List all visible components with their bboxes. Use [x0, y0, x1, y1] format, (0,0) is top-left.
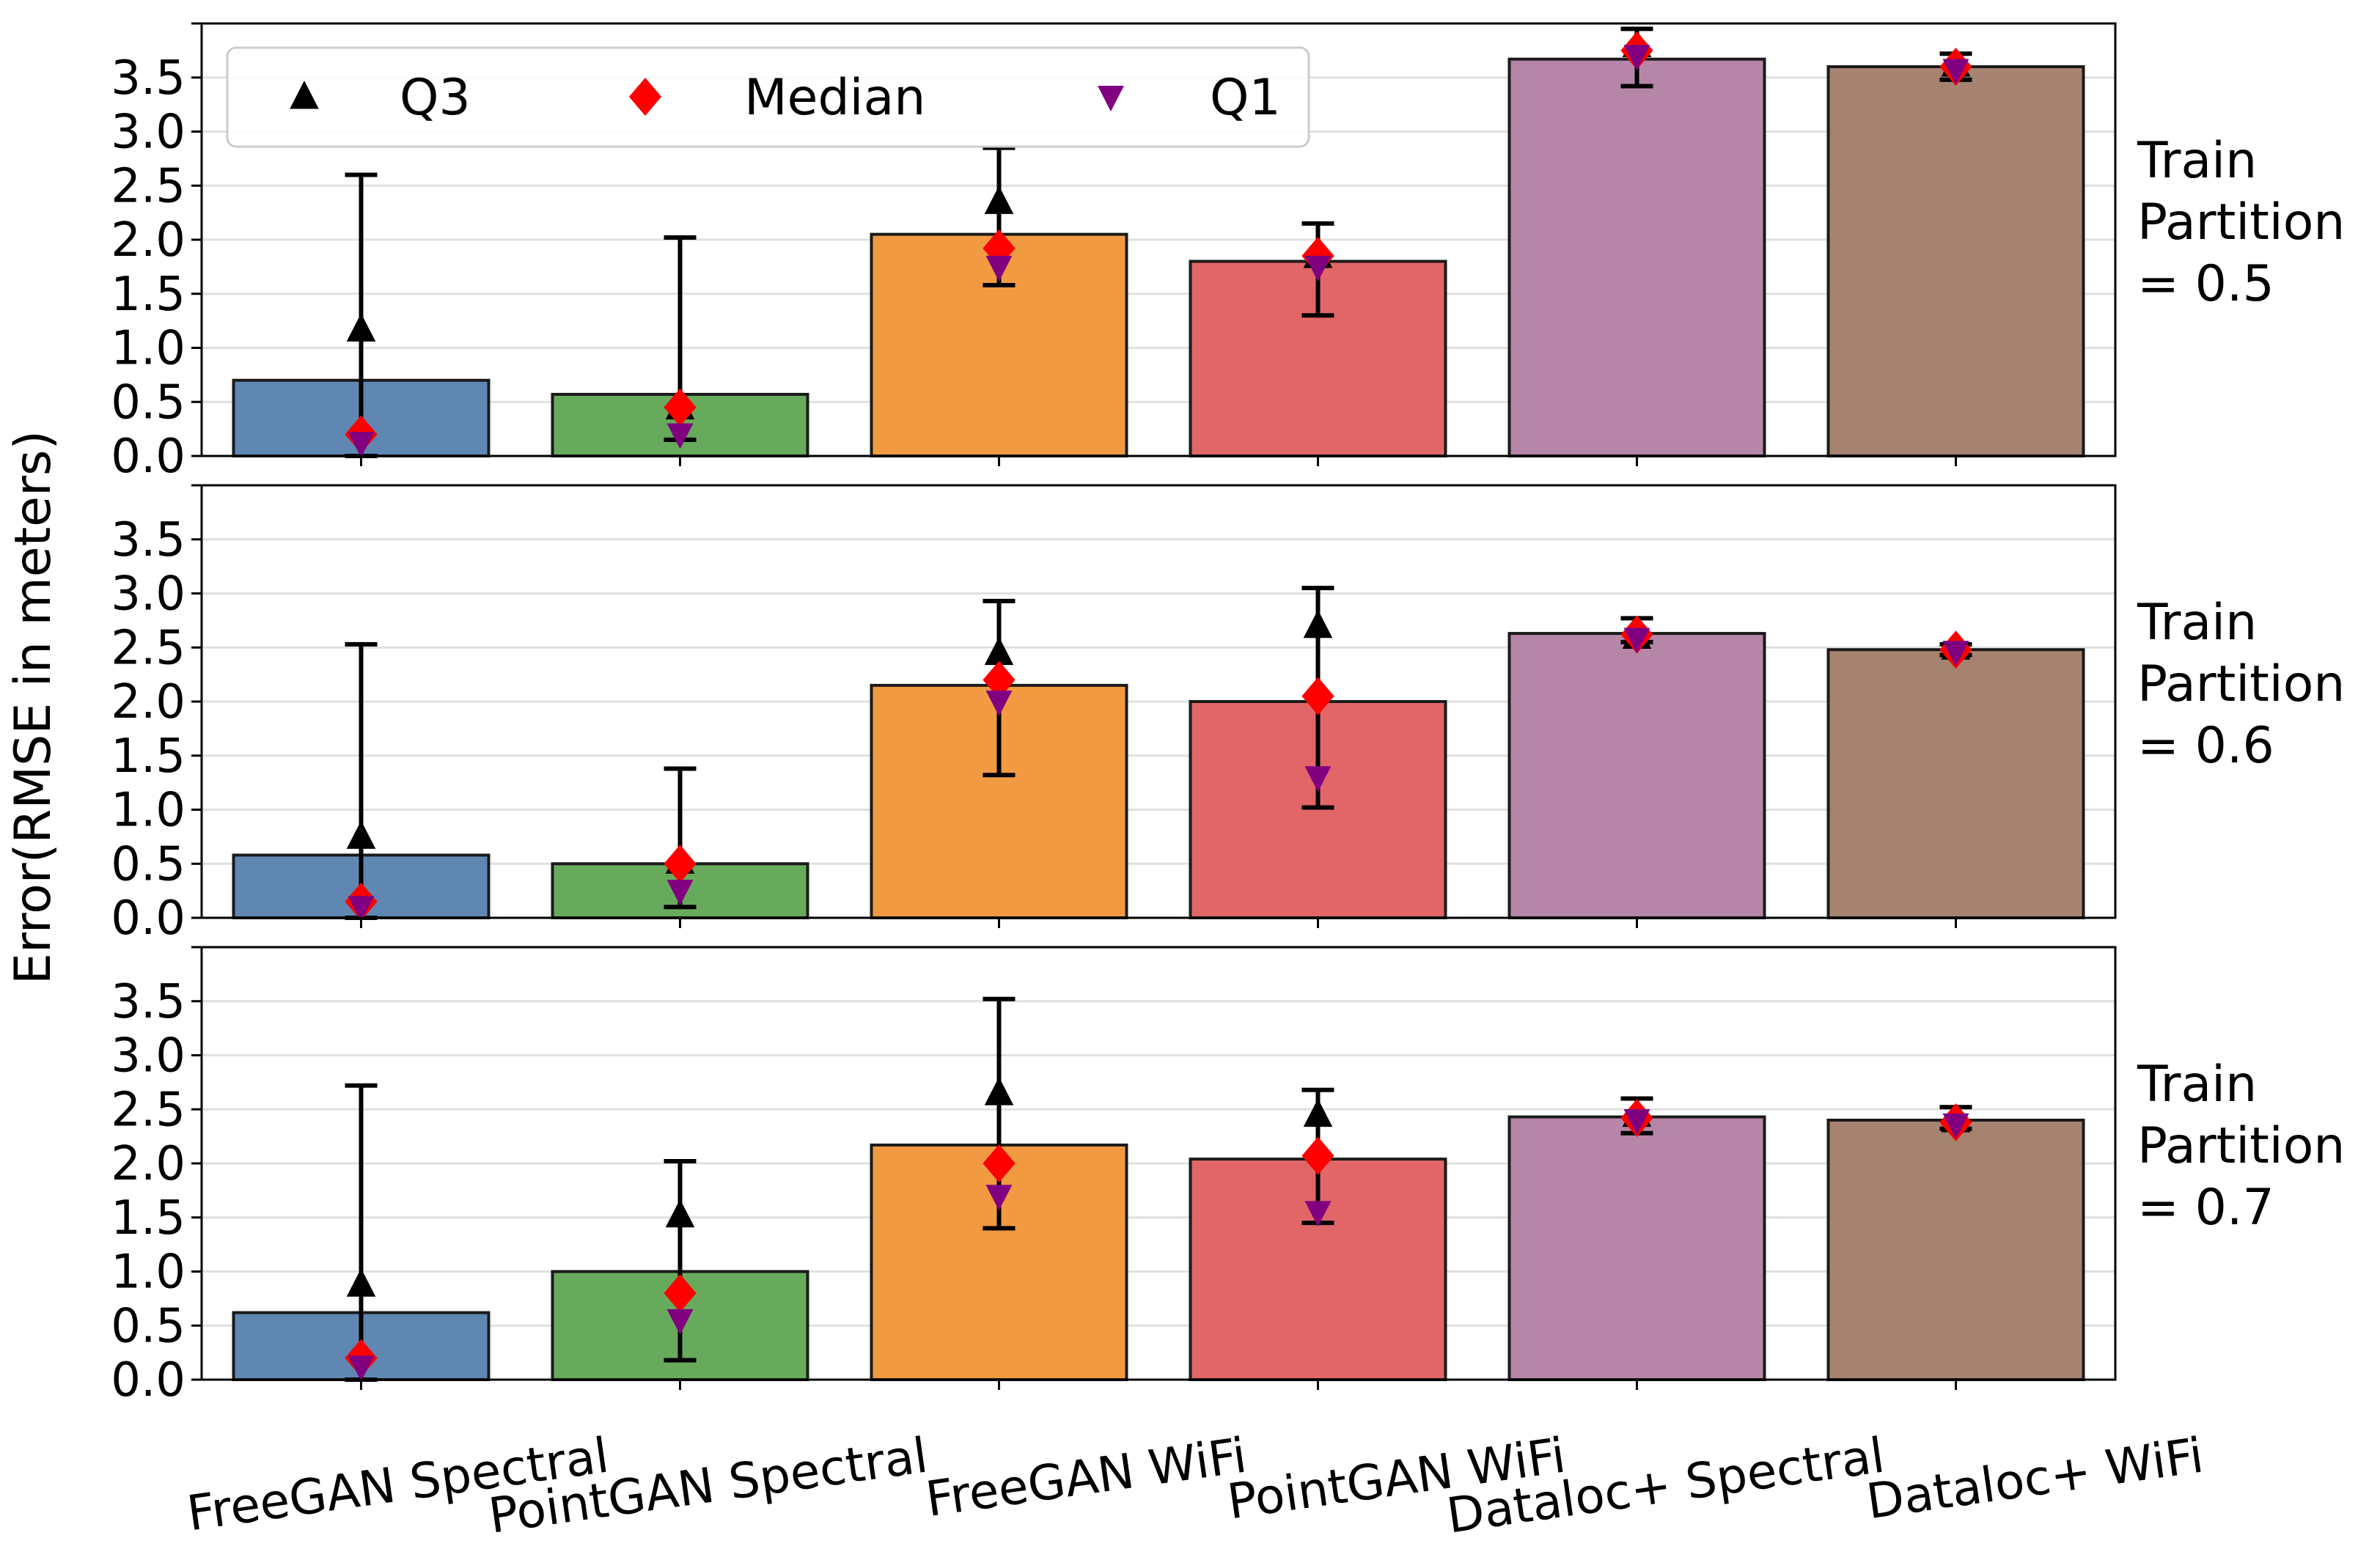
y-tick-label: 3.0 [111, 567, 186, 622]
y-tick-label: 3.5 [111, 513, 186, 567]
bar [1826, 648, 2085, 919]
row-label-line: Train [2137, 594, 2257, 652]
legend-q3-marker [290, 81, 319, 109]
q1-marker [666, 1309, 694, 1335]
row-label-line: = 0.6 [2137, 717, 2274, 775]
y-tick-label: 0.0 [111, 430, 186, 484]
q3-marker [346, 313, 376, 342]
bar [1507, 632, 1766, 919]
row-label-line: Train [2137, 132, 2257, 190]
row-label-line: = 0.5 [2137, 255, 2274, 313]
y-tick-label: 1.5 [111, 268, 186, 322]
y-tick-label: 1.5 [111, 1191, 186, 1246]
median-marker [664, 388, 697, 427]
y-tick-label: 1.0 [111, 1246, 186, 1300]
median-marker [1301, 1136, 1334, 1175]
legend-box [226, 46, 1310, 148]
y-tick-label: 2.5 [111, 1083, 186, 1137]
q1-marker [985, 1185, 1013, 1211]
row-label-line: Partition [2137, 655, 2345, 713]
q1-marker [666, 423, 694, 449]
median-marker [983, 1144, 1015, 1182]
y-tick-label: 2.5 [111, 621, 186, 675]
q3-marker [665, 1199, 695, 1228]
legend-label: Median [744, 69, 925, 127]
q3-marker [984, 185, 1014, 214]
median-marker [1301, 677, 1334, 715]
legend: Q3 Median Q1 [226, 46, 1310, 148]
y-tick-label: 2.5 [111, 159, 186, 213]
y-tick-label: 3.5 [111, 975, 186, 1029]
y-tick-label: 1.0 [111, 784, 186, 838]
bar [1507, 57, 1766, 458]
q3-marker [1303, 609, 1333, 639]
legend-q1-marker [1098, 86, 1124, 111]
y-tick-label: 0.0 [111, 1353, 186, 1408]
y-axis-label: Error(RMSE in meters) [4, 430, 62, 985]
y-tick-label: 0.5 [111, 375, 186, 430]
legend-label: Q3 [400, 69, 471, 127]
row-label-line: = 0.7 [2137, 1179, 2274, 1237]
y-tick-label: 2.0 [111, 213, 186, 268]
q1-marker [348, 896, 375, 922]
q1-marker [985, 255, 1013, 282]
q1-marker [1623, 45, 1650, 71]
q3-marker [984, 1077, 1014, 1105]
q3-marker [984, 636, 1014, 666]
q1-marker [1623, 628, 1650, 654]
q3-marker [1303, 1098, 1333, 1127]
y-tick-label: 2.0 [111, 1137, 186, 1191]
row-label-line: Partition [2137, 1117, 2345, 1175]
median-marker [664, 845, 697, 883]
y-tick-label: 0.5 [111, 837, 186, 891]
bar [1507, 1115, 1766, 1381]
bar [1826, 1119, 2085, 1381]
panel-frame [200, 946, 2117, 1381]
median-marker [983, 661, 1015, 699]
q1-marker [1942, 1113, 1969, 1139]
q1-marker [985, 691, 1013, 716]
panel-frame [200, 484, 2117, 919]
x-tick-label: FreeGAN WiFi [922, 1427, 1250, 1528]
q3-marker [346, 1268, 376, 1297]
median-marker [983, 229, 1015, 268]
panel-frame [200, 22, 2117, 457]
q1-marker [1304, 1201, 1332, 1227]
bar [1826, 65, 2085, 457]
q1-marker [1942, 641, 1969, 667]
q1-marker [666, 880, 694, 906]
legend-median-marker [628, 78, 662, 116]
legend-label: Q1 [1210, 69, 1281, 127]
y-tick-label: 0.0 [111, 891, 186, 946]
q1-marker [348, 432, 375, 458]
q1-marker [1623, 1109, 1650, 1135]
row-label-line: Partition [2137, 194, 2345, 251]
q1-marker [1304, 766, 1332, 792]
q1-marker [1942, 59, 1969, 85]
q3-marker [346, 820, 376, 849]
median-marker [664, 1274, 697, 1312]
y-tick-label: 3.0 [111, 106, 186, 160]
y-tick-label: 1.5 [111, 729, 186, 784]
y-tick-label: 1.0 [111, 322, 186, 376]
y-tick-label: 3.0 [111, 1029, 186, 1083]
q1-marker [1304, 255, 1332, 282]
y-tick-label: 2.0 [111, 675, 186, 729]
x-tick-label: Dataloc+ WiFi [1863, 1427, 2207, 1531]
q1-marker [348, 1355, 375, 1382]
y-tick-label: 0.5 [111, 1299, 186, 1353]
y-tick-label: 3.5 [111, 51, 186, 106]
row-label-line: Train [2137, 1056, 2257, 1114]
